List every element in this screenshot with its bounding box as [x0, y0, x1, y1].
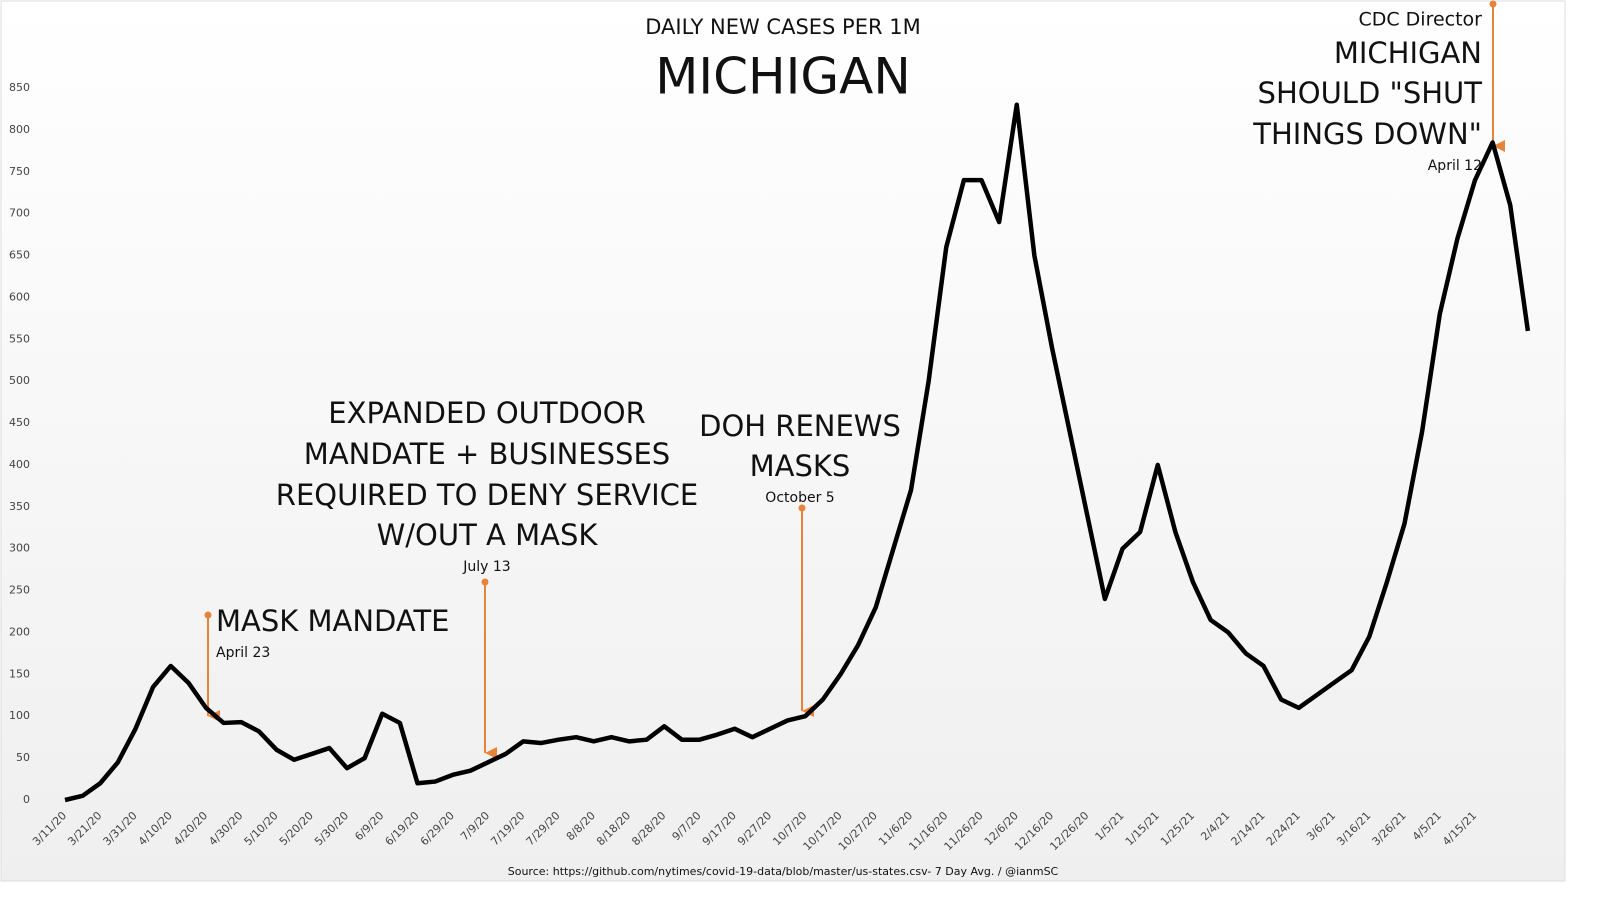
arrow-dot [481, 578, 489, 586]
arrow-dot [1489, 0, 1497, 8]
arrow-dot [798, 504, 806, 512]
annotation-date: July 13 [462, 559, 510, 575]
y-tick-label: 400 [9, 458, 30, 471]
annotation: MANDATE + BUSINESSES [304, 437, 670, 471]
annotation-date: October 5 [765, 490, 834, 506]
y-tick-label: 450 [9, 416, 30, 429]
y-tick-label: 700 [9, 207, 30, 220]
y-tick-label: 250 [9, 584, 30, 597]
y-tick-label: 600 [9, 290, 30, 303]
y-tick-label: 800 [9, 123, 30, 136]
y-tick-label: 650 [9, 249, 30, 262]
annotation-date: April 12 [1428, 158, 1482, 174]
chart-title: DAILY NEW CASES PER 1M [645, 15, 921, 39]
y-tick-label: 350 [9, 500, 30, 513]
annotation: MICHIGAN [1334, 36, 1482, 70]
annotation: DOH RENEWS [699, 409, 901, 443]
y-tick-label: 300 [9, 542, 30, 555]
annotation: MASKS [750, 449, 851, 483]
y-tick-label: 850 [9, 81, 30, 94]
annotation: CDC Director [1358, 9, 1482, 31]
y-tick-label: 100 [9, 709, 30, 722]
annotation: REQUIRED TO DENY SERVICE [276, 478, 698, 512]
y-tick-label: 50 [16, 751, 30, 764]
y-tick-label: 200 [9, 625, 30, 638]
chart-subtitle: MICHIGAN [655, 48, 911, 106]
annotation: W/OUT A MASK [377, 518, 599, 552]
y-tick-label: 500 [9, 374, 30, 387]
annotation: SHOULD "SHUT [1258, 76, 1483, 110]
y-tick-label: 750 [9, 165, 30, 178]
annotation: EXPANDED OUTDOOR [328, 396, 645, 430]
annotation-date: April 23 [216, 645, 270, 661]
arrow-dot [204, 611, 212, 619]
line [64, 102, 1531, 803]
source: Source: https://github.com/nytimes/covid… [508, 865, 1059, 878]
y-tick-label: 150 [9, 667, 30, 680]
annotation: MASK MANDATE [216, 604, 450, 638]
y-tick-label: 0 [23, 793, 30, 806]
annotation: THINGS DOWN" [1252, 117, 1482, 151]
y-tick-label: 550 [9, 332, 30, 345]
